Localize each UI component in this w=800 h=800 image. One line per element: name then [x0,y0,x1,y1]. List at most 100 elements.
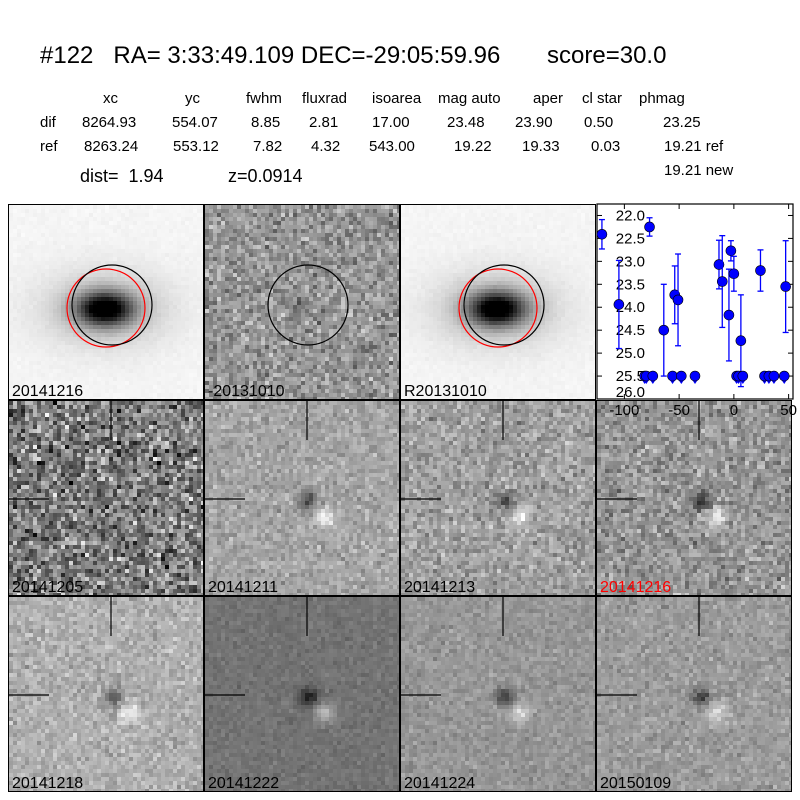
ref-fwhm: 7.82 [253,138,283,155]
data-point [672,294,684,306]
ref-yc: 553.12 [173,138,219,155]
y-tick-label: 25.5 [616,368,645,385]
y-tick-label: 24.5 [616,322,645,339]
stamp-date-label: 20141224 [404,775,476,792]
dif-mag-auto: 23.48 [447,114,485,131]
dif-xc: 8264.93 [82,114,137,131]
image-stamp: R20131010 [400,204,596,400]
data-point [658,324,670,336]
upper-limit-point [640,370,652,382]
col-header-phmag: phmag [639,90,685,107]
upper-limit-arrow [738,378,747,385]
stamp-date-label: -20131010 [208,383,285,400]
data-point [735,335,747,347]
ref-phmag: 19.21 ref [664,138,724,155]
data-point [728,268,740,280]
col-header-fwhm: fwhm [246,90,282,107]
upper-limit-point [676,370,687,382]
stamp-image [401,401,595,595]
dif-fwhm: 8.85 [251,114,281,131]
stamp-date-label: R20131010 [404,383,487,400]
upper-limit-point [733,370,744,382]
row-label-dif: dif [40,114,56,131]
col-header-cl-star: cl star [582,90,623,107]
candidate-aperture-circle [463,264,545,346]
upper-limit-point [737,370,749,382]
image-stamp: -20131010 [204,204,400,400]
stamp-image [205,205,399,399]
y-tick-label: 23.5 [616,276,645,293]
ref-aper: 19.33 [522,138,560,155]
row-label-ref: ref [40,138,58,155]
stamp-date-label: 20141218 [12,775,84,792]
upper-limit-arrow [642,378,651,385]
stamp-date-label: 20150109 [600,775,672,792]
stamp-image [9,401,203,595]
upper-limit-arrow [769,378,778,385]
stamp-image [401,205,595,399]
y-tick-label: 22.5 [616,230,645,247]
data-point [613,299,625,310]
upper-limit-arrow [648,378,657,385]
stamp-date-label: 20141216 [12,383,84,400]
image-stamp: 20141222 [204,596,400,792]
stamp-date-label: 20141222 [208,775,280,792]
dist-value: dist= 1.94 [80,166,164,186]
upper-limit-arrow [677,378,686,385]
dif-phmag: 23.25 [663,114,701,131]
image-stamp: 20141216 [8,204,204,400]
data-point [713,259,725,270]
new-phmag: 19.21 new [664,162,734,179]
image-stamp: 20150109 [596,596,792,792]
upper-limit-arrow [764,378,773,385]
upper-limit-point [689,370,701,382]
ref-isoarea: 543.00 [369,138,415,155]
col-header-fluxrad: fluxrad [302,90,348,107]
stamp-image [401,597,595,791]
data-point [725,245,737,257]
y-tick-label: 23.0 [616,253,645,270]
upper-limit-arrow [734,378,743,385]
image-stamp: 20141205 [8,400,204,596]
data-point [596,228,608,240]
data-point [755,265,766,276]
candidate-aperture-circle [71,264,153,346]
ref-xc: 8263.24 [84,138,139,155]
stamp-image [9,205,203,399]
upper-limit-point [768,370,780,382]
upper-limit-point [639,370,650,382]
image-stamp: 20141216 [596,400,792,596]
stamp-image [597,401,791,595]
upper-limit-point [763,370,775,382]
y-tick-label: 22.0 [616,207,645,224]
dif-aper: 23.90 [515,114,553,131]
ref-aperture-circle [458,268,538,348]
image-stamp: 20141213 [400,400,596,596]
ref-cl-star: 0.03 [591,138,621,155]
y-tick-label: 26.0 [616,384,645,401]
col-header-yc: yc [185,90,200,107]
upper-limit-arrow [732,378,741,385]
dif-yc: 554.07 [172,114,218,131]
stamp-date-label: 20141216 [600,579,672,596]
redshift-value: z=0.0914 [228,166,303,186]
data-point [723,309,735,321]
plot-frame [596,203,794,400]
stamp-image [9,597,203,791]
image-stamp: 20141211 [204,400,400,596]
dif-cl-star: 0.50 [584,114,614,131]
image-stamp: 20141218 [8,596,204,792]
candidate-title: #122 RA= 3:33:49.109 DEC=-29:05:59.96 sc… [40,42,667,69]
upper-limit-point [778,370,790,382]
col-header-aper: aper [533,90,564,107]
image-stamp: 20141224 [400,596,596,792]
upper-limit-arrow [760,378,769,385]
data-point [669,289,681,301]
upper-limit-point [647,370,659,382]
stamp-image [597,597,791,791]
col-header-mag-auto: mag auto [438,90,501,107]
stamp-date-label: 20141213 [404,579,476,596]
col-header-isoarea: isoarea [372,90,422,107]
y-tick-label: 25.0 [616,345,645,362]
data-point [716,276,728,287]
